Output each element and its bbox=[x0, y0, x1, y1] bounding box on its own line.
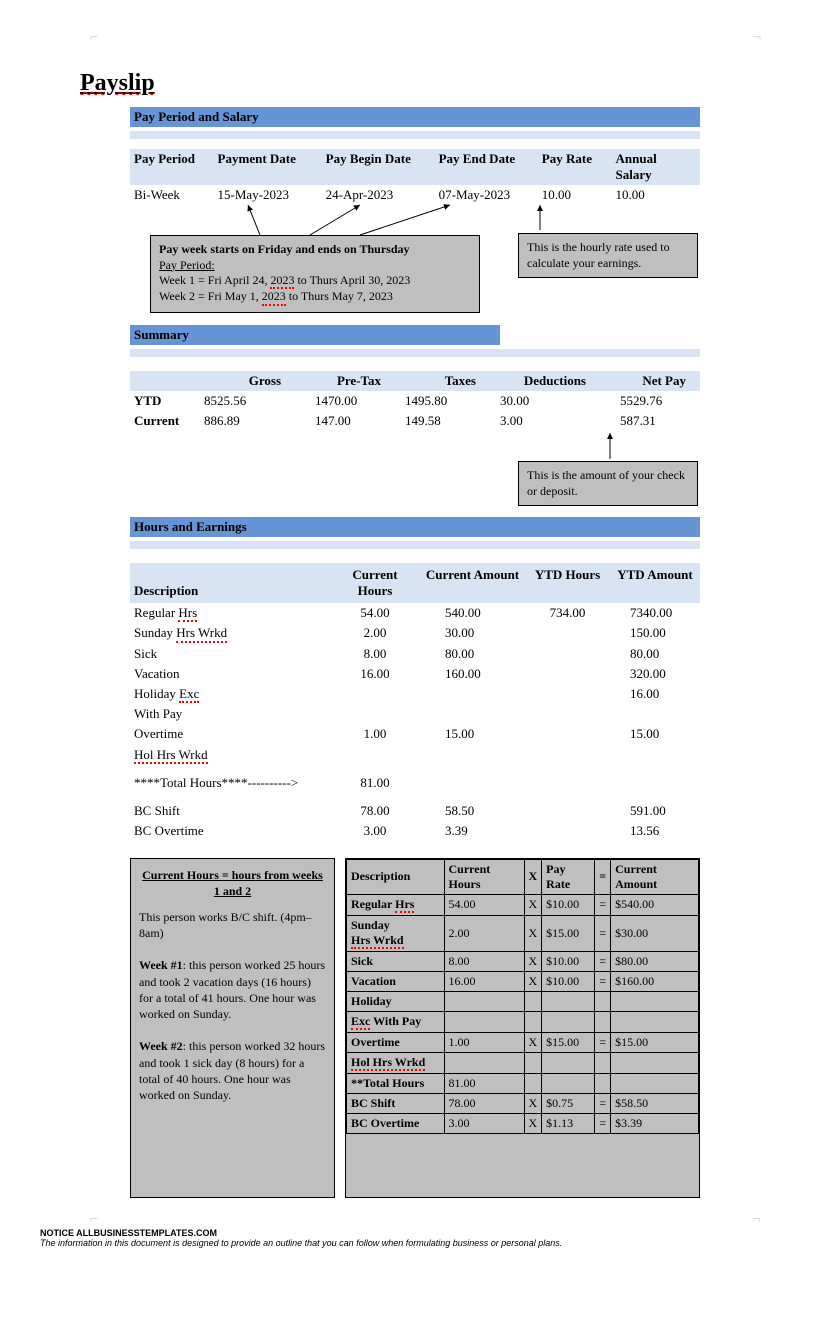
section-sub-bar-2 bbox=[130, 349, 700, 357]
crop-mark-tl: ⌐ bbox=[90, 30, 98, 46]
info-line2: Pay Period: bbox=[159, 258, 215, 272]
hours-row: Sunday Hrs Wrkd2.0030.00150.00 bbox=[130, 623, 700, 643]
calc-row: Sick8.00X$10.00=$80.00 bbox=[347, 951, 699, 971]
bottom-explain-wrap: Current Hours = hours from weeks 1 and 2… bbox=[130, 858, 700, 1198]
hours-row: Overtime1.0015.0015.00 bbox=[130, 724, 700, 744]
section-hours-bar: Hours and Earnings bbox=[130, 517, 700, 537]
section-summary-bar: Summary bbox=[130, 325, 500, 345]
hours-row: Regular Hrs54.00540.00734.007340.00 bbox=[130, 603, 700, 623]
calc-row: Regular Hrs54.00X$10.00=$540.00 bbox=[347, 894, 699, 915]
hours-row: Sick8.0080.0080.00 bbox=[130, 644, 700, 664]
section-pay-period-bar: Pay Period and Salary bbox=[130, 107, 700, 127]
hours-row: With Pay bbox=[130, 704, 700, 724]
footer: NOTICE ALLBUSINESSTEMPLATES.COM The info… bbox=[0, 1218, 816, 1268]
footer-text: The information in this document is desi… bbox=[40, 1238, 562, 1248]
val-payment-date: 15-May-2023 bbox=[214, 185, 322, 205]
payslip-page: ⌐ ¬ Payslip Pay Period and Salary Pay Pe… bbox=[0, 0, 816, 1218]
section-sub-bar-3 bbox=[130, 541, 700, 549]
calc-row: BC Overtime3.00X$1.13=$3.39 bbox=[347, 1114, 699, 1134]
hdr-pay-begin: Pay Begin Date bbox=[322, 149, 435, 185]
crop-mark-tr: ¬ bbox=[753, 30, 761, 46]
info-box-netpay: This is the amount of your check or depo… bbox=[518, 461, 698, 506]
sh-netpay: Net Pay bbox=[590, 371, 690, 391]
page-title: Payslip bbox=[80, 70, 736, 97]
val-pay-rate: 10.00 bbox=[538, 185, 612, 205]
val-annual: 10.00 bbox=[612, 185, 700, 205]
pay-period-header-row: Pay Period Payment Date Pay Begin Date P… bbox=[130, 149, 700, 185]
val-pay-begin: 24-Apr-2023 bbox=[322, 185, 435, 205]
val-pay-period: Bi-Week bbox=[130, 185, 214, 205]
calc-row: Exc With Pay bbox=[347, 1011, 699, 1032]
explain-header: Current Hours = hours from weeks 1 and 2 bbox=[139, 867, 326, 899]
calc-row: Vacation16.00X$10.00=$160.00 bbox=[347, 971, 699, 991]
sh-taxes: Taxes bbox=[385, 371, 480, 391]
summary-header: Gross Pre-Tax Taxes Deductions Net Pay bbox=[130, 371, 700, 391]
info-line1: Pay week starts on Friday and ends on Th… bbox=[159, 242, 410, 256]
val-pay-end: 07-May-2023 bbox=[435, 185, 538, 205]
sh-gross: Gross bbox=[200, 371, 285, 391]
calc-row: Hol Hrs Wrkd bbox=[347, 1053, 699, 1074]
hdr-payment-date: Payment Date bbox=[214, 149, 322, 185]
hdr-pay-period: Pay Period bbox=[130, 149, 214, 185]
summary-row-current: Current 886.89 147.00 149.58 3.00 587.31 bbox=[130, 411, 700, 431]
sh-pretax: Pre-Tax bbox=[285, 371, 385, 391]
calc-row: Overtime1.00X$15.00=$15.00 bbox=[347, 1033, 699, 1053]
calc-row: Holiday bbox=[347, 991, 699, 1011]
info-box-hourly-rate: This is the hourly rate used to calculat… bbox=[518, 233, 698, 278]
hours-row: Vacation16.00160.00320.00 bbox=[130, 664, 700, 684]
footer-notice: NOTICE ALLBUSINESSTEMPLATES.COM bbox=[40, 1228, 217, 1238]
summary-row-ytd: YTD 8525.56 1470.00 1495.80 30.00 5529.7… bbox=[130, 391, 700, 411]
hours-row: Hol Hrs Wrkd bbox=[130, 745, 700, 765]
hours-row-total: ****Total Hours****---------->81.00 bbox=[130, 773, 700, 793]
calc-row: BC Shift78.00X$0.75=$58.50 bbox=[347, 1094, 699, 1114]
hdr-pay-rate: Pay Rate bbox=[538, 149, 612, 185]
info-box-pay-week: Pay week starts on Friday and ends on Th… bbox=[150, 235, 480, 313]
section-sub-bar-1 bbox=[130, 131, 700, 139]
hours-header: Description Current Hours Current Amount… bbox=[130, 563, 700, 603]
calc-row: Sunday Hrs Wrkd2.00X$15.00=$30.00 bbox=[347, 915, 699, 951]
hours-row: BC Shift78.0058.50591.00 bbox=[130, 801, 700, 821]
hours-row: Holiday Exc16.00 bbox=[130, 684, 700, 704]
crop-mark-br: ⌐ bbox=[753, 1212, 761, 1228]
calc-row: **Total Hours81.00 bbox=[347, 1074, 699, 1094]
sh-deductions: Deductions bbox=[480, 371, 590, 391]
hdr-annual: Annual Salary bbox=[612, 149, 700, 185]
calc-table-wrap: Description Current Hours X Pay Rate = C… bbox=[345, 858, 700, 1198]
hdr-pay-end: Pay End Date bbox=[435, 149, 538, 185]
crop-mark-bl: ⌐ bbox=[90, 1212, 98, 1228]
explain-box: Current Hours = hours from weeks 1 and 2… bbox=[130, 858, 335, 1198]
pay-period-data-row: Bi-Week 15-May-2023 24-Apr-2023 07-May-2… bbox=[130, 185, 700, 205]
hours-row: BC Overtime3.003.3913.56 bbox=[130, 821, 700, 841]
calc-table: Description Current Hours X Pay Rate = C… bbox=[346, 859, 699, 1135]
